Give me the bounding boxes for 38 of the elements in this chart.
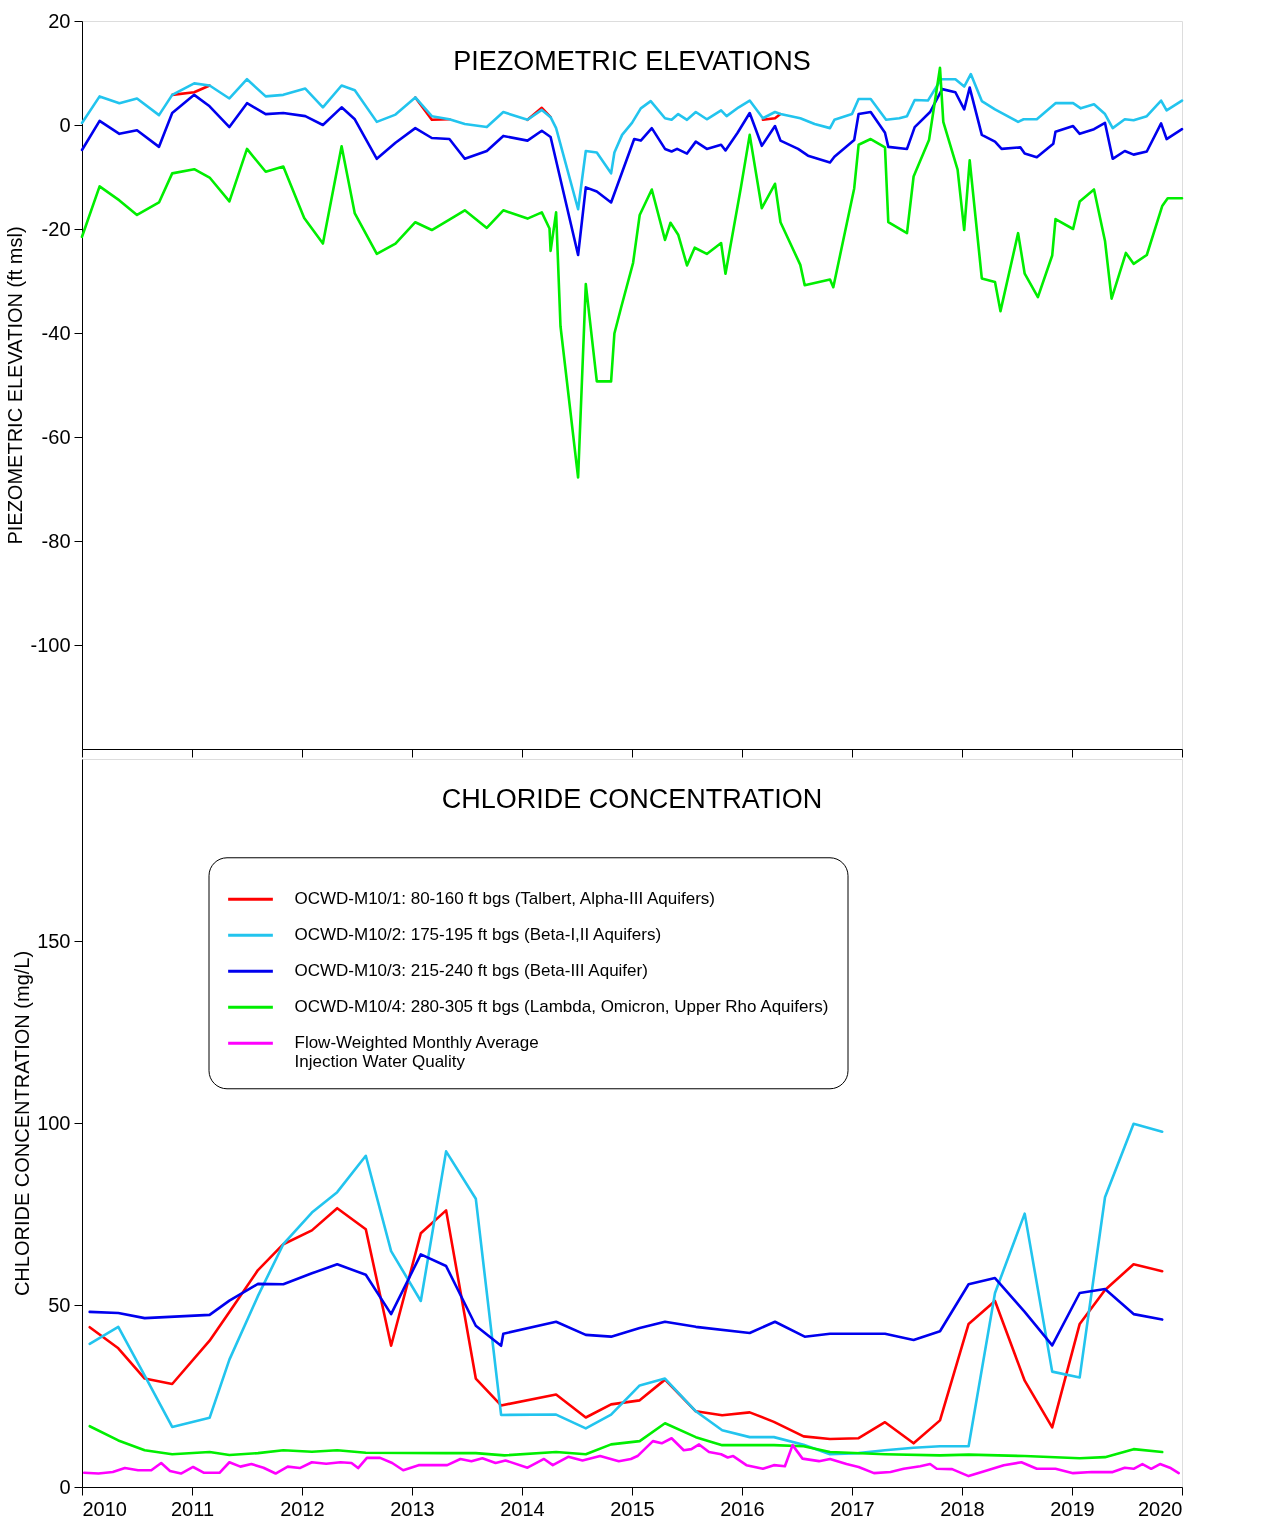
y-axis-title: PIEZOMETRIC ELEVATION (ft msl) [4,226,27,545]
y-tick-label: 100 [37,1111,71,1134]
line-series [88,1422,1164,1460]
y-tick-label: 20 [48,9,71,32]
x-tick-label: 2018 [940,1497,985,1520]
y-tick-label: 0 [59,113,71,136]
x-tick-label: 2011 [170,1497,215,1520]
x-tick-label: 2016 [720,1497,765,1520]
x-tick-label: 2012 [280,1497,325,1520]
line-series [88,1206,1164,1445]
line-series [88,1122,1164,1456]
legend-label: OCWD-M10/2: 175-195 ft bgs (Beta-I,II Aquifers) [294,925,662,945]
x-tick-label: 2017 [830,1497,875,1520]
x-tick-label: 2015 [610,1497,655,1520]
x-tick-label: 2019 [1050,1497,1095,1520]
legend-label: OCWD-M10/1: 80-160 ft bgs (Talbert, Alpha-III Aquifers) [294,889,715,909]
y-tick-label: 50 [48,1293,71,1316]
y-tick-label: 150 [37,929,71,952]
y-tick-label: -40 [41,321,71,344]
y-axis-title: CHLORIDE CONCENTRATION (mg/L) [11,950,34,1297]
legend-label: OCWD-M10/3: 215-240 ft bgs (Beta-III Aquifer) [294,961,648,981]
x-tick-label: 2013 [390,1497,435,1520]
y-tick-label: -20 [41,217,71,240]
x-tick-label: 2010 [82,1497,127,1520]
line-series [80,86,1184,257]
line-series [88,1253,1164,1348]
x-tick-label: 2014 [500,1497,545,1520]
legend-label: OCWD-M10/4: 280-305 ft bgs (Lambda, Omicron, Upper Rho Aquifers) [294,997,829,1017]
line-series [80,72,1184,211]
y-tick-label: -80 [41,529,71,552]
legend-label: Flow-Weighted Monthly Average Injection Water Quality [294,1033,539,1072]
text: PIEZOMETRIC ELEVATIONS [453,46,811,76]
y-tick-label: -60 [41,425,71,448]
text: CHLORIDE CONCENTRATION [441,784,823,814]
y-tick-label: 0 [59,1475,71,1498]
x-tick-label: 2020 [1138,1497,1183,1520]
line-series [82,1436,1180,1478]
y-tick-label: -100 [30,633,71,656]
